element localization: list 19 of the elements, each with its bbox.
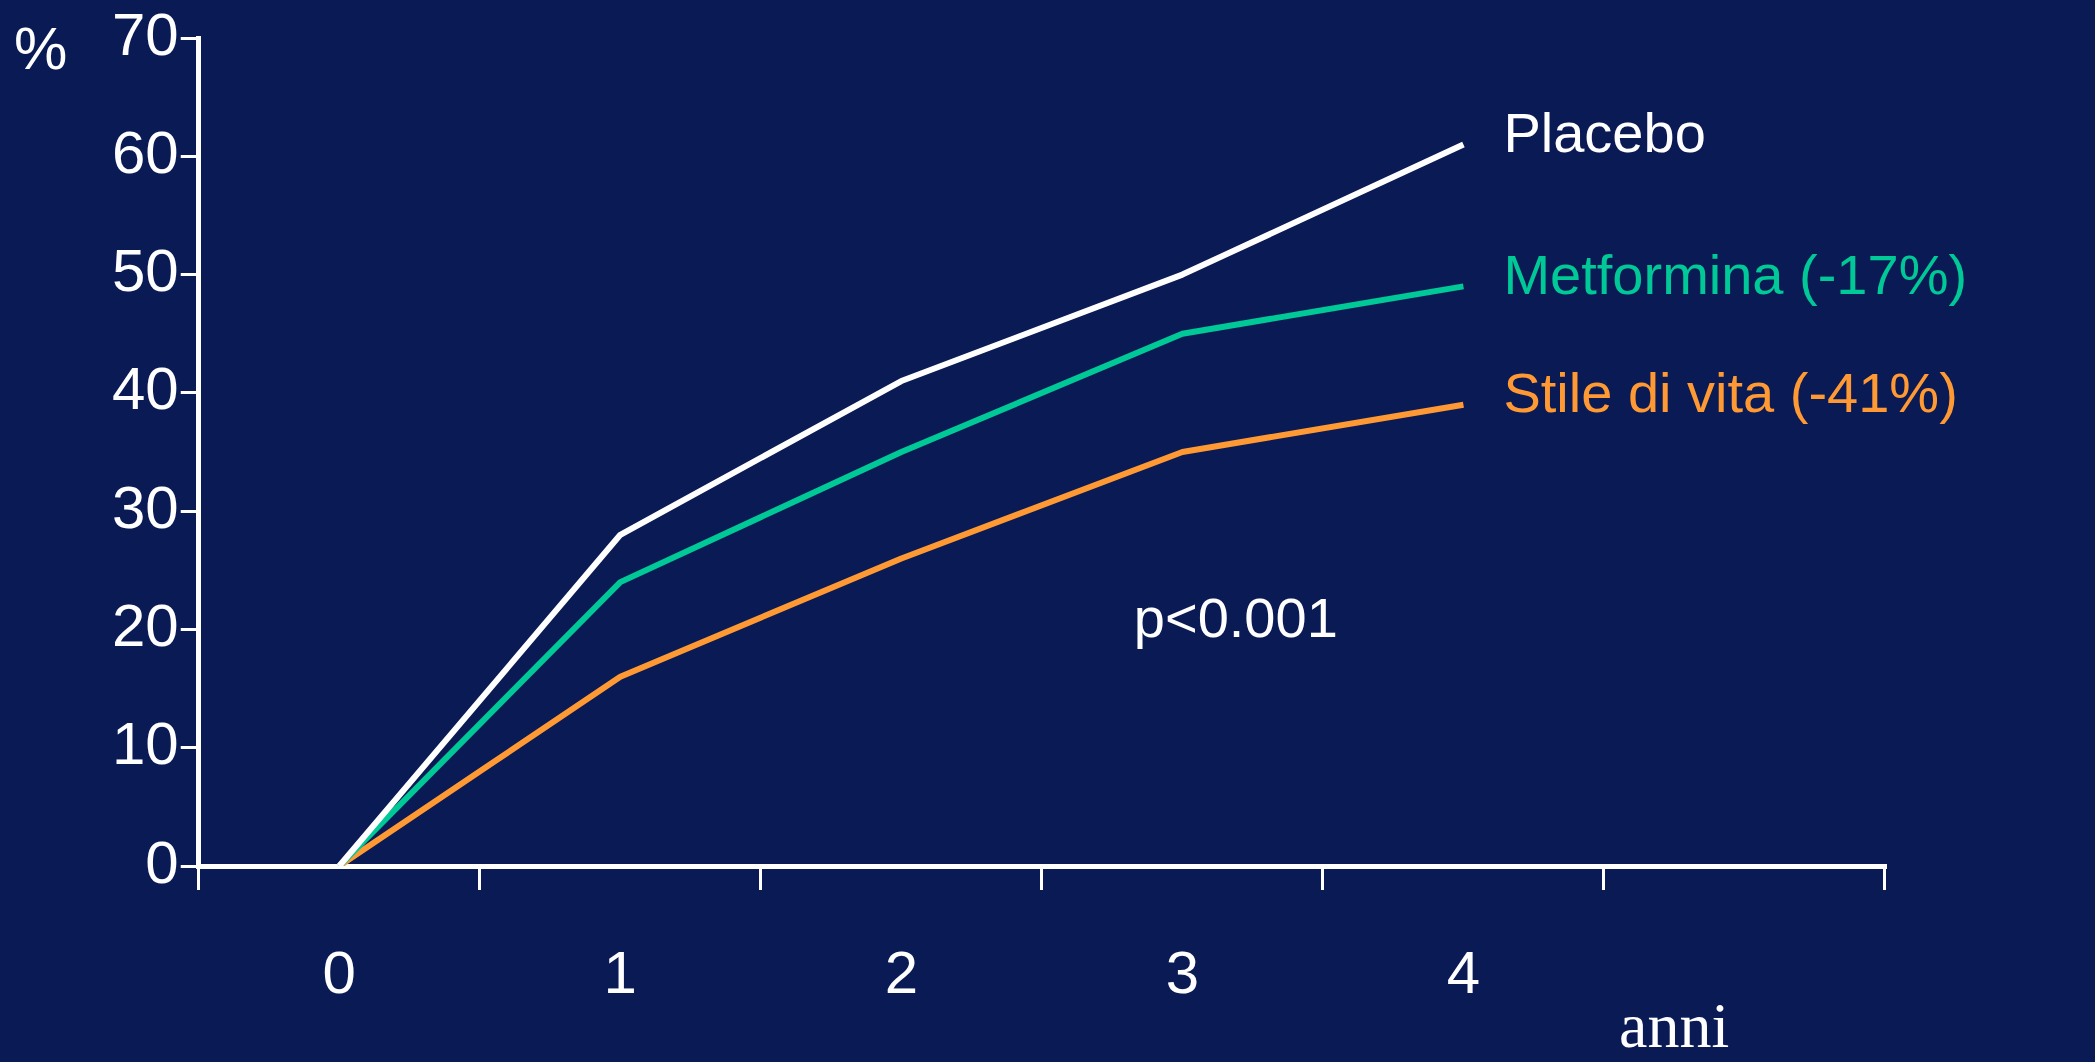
series-label: Stile di vita (-41%): [1503, 361, 1958, 425]
x-tick-label: 4: [1446, 938, 1481, 1006]
series-label: Placebo: [1503, 100, 1706, 164]
y-tick-label: 40: [111, 355, 179, 423]
y-axis-title: %: [14, 14, 68, 82]
x-axis-title: anni: [1619, 989, 1730, 1061]
y-tick-label: 30: [111, 473, 179, 541]
x-tick-label: 2: [884, 938, 919, 1006]
y-tick-label: 0: [145, 828, 179, 896]
x-tick-label: 0: [322, 938, 356, 1006]
y-tick-label: 50: [111, 237, 179, 305]
x-tick-label: 3: [1165, 938, 1200, 1006]
y-tick-label: 70: [111, 0, 179, 68]
y-tick-label: 10: [111, 710, 179, 778]
series-label: Metformina (-17%): [1503, 242, 1968, 306]
y-tick-label: 60: [111, 118, 179, 186]
annotation: p<0.001: [1133, 586, 1338, 650]
x-tick-label: 1: [603, 938, 637, 1006]
y-tick-label: 20: [111, 591, 179, 659]
